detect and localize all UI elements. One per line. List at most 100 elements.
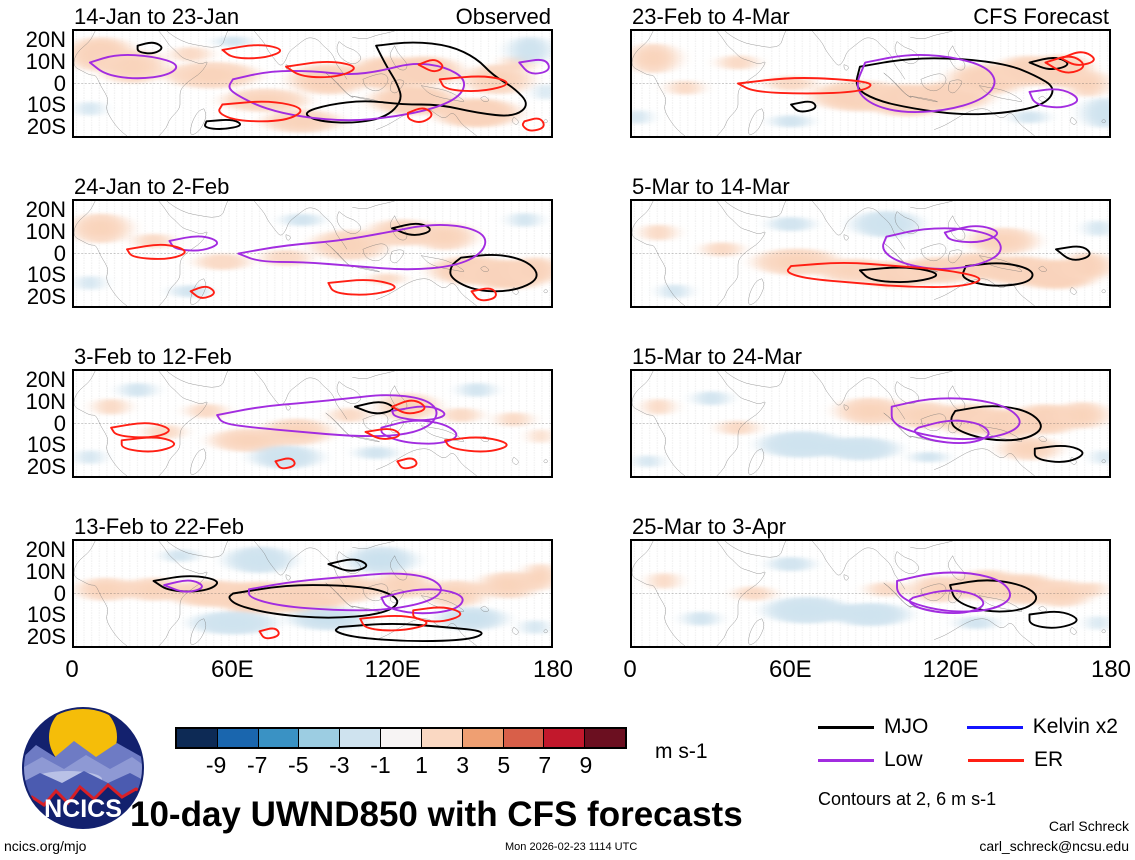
y-tick-label: 20S — [26, 284, 66, 310]
y-tick-label: 0 — [53, 70, 66, 96]
panel-4: 5-Mar to 14-Mar — [630, 174, 1111, 308]
y-tick-label: 20N — [25, 196, 66, 222]
panel-title: 5-Mar to 14-Mar — [632, 174, 790, 199]
x-tick-label: 0 — [65, 656, 79, 683]
y-tick-label: 20S — [26, 114, 66, 140]
panel-title: 3-Feb to 12-Feb — [74, 344, 232, 369]
site-link[interactable]: ncics.org/mjo — [4, 838, 87, 854]
plot-area — [630, 369, 1111, 478]
colorbar — [175, 727, 627, 749]
legend-label-kelvin: Kelvin x2 — [1032, 715, 1118, 738]
column-header: CFS Forecast — [973, 4, 1109, 29]
y-tick-label: 20S — [26, 624, 66, 650]
ncics-logo-svg: NCICS — [22, 707, 144, 829]
panel-title: 13-Feb to 22-Feb — [74, 514, 244, 539]
panel-5: 3-Feb to 12-Feb 20N 10N 0 10S 20S — [26, 344, 553, 479]
panel-title: 24-Jan to 2-Feb — [74, 174, 230, 199]
plot-area — [630, 539, 1111, 648]
colorbar-tick-label: -3 — [329, 752, 350, 778]
y-tick-label: 20S — [26, 454, 66, 480]
y-tick-label: 0 — [53, 410, 66, 436]
panel-title: 14-Jan to 23-Jan — [74, 4, 240, 29]
plot-area — [630, 29, 1111, 138]
y-tick-label: 0 — [53, 580, 66, 606]
y-tick-label: 10N — [25, 388, 66, 414]
x-tick-label: 120E — [922, 656, 979, 683]
colorbar-tick-label: -9 — [205, 752, 227, 778]
legend-entry-er: ER — [968, 748, 1118, 772]
y-tick-label: 10S — [26, 92, 66, 118]
y-tick-label: 10N — [25, 558, 66, 584]
colorbar-tick-label: -1 — [370, 752, 391, 778]
colorbar-segment — [299, 729, 341, 747]
legend-line-er — [968, 758, 1024, 762]
x-tick-label: 120E — [364, 656, 421, 683]
colorbar-tick-label: -5 — [288, 752, 309, 778]
y-tick-label: 10S — [26, 432, 66, 458]
colorbar-units-label: m s-1 — [655, 740, 708, 763]
panel-7: 13-Feb to 22-Feb 20N 10N 0 10S 20S 0 60E 120E 180 — [26, 514, 573, 683]
colorbar-segment — [340, 729, 382, 747]
plot-area — [72, 369, 553, 478]
y-tick-label: 20N — [25, 366, 66, 392]
plot-area — [72, 539, 553, 648]
panel-6: 15-Mar to 24-Mar — [630, 344, 1111, 478]
legend-line-mjo — [818, 725, 874, 729]
legend-row: Low ER — [818, 748, 1118, 772]
panel-2: 23-Feb to 4-Mar CFS Forecast — [630, 4, 1111, 138]
colorbar-segment — [217, 729, 259, 747]
y-tick-label: 10S — [26, 262, 66, 288]
colorbar-segment — [421, 729, 463, 747]
panel-1: 14-Jan to 23-Jan Observed 20N 10N 0 10S 20S — [26, 4, 553, 139]
y-tick-label: 10S — [26, 602, 66, 628]
legend-entry-mjo: MJO — [818, 715, 967, 739]
panel-3: 24-Jan to 2-Feb 20N 10N 0 10S 20S — [26, 174, 553, 309]
colorbar-segment — [544, 729, 586, 747]
legend-label-low: Low — [884, 748, 923, 771]
y-tick-label: 20N — [25, 536, 66, 562]
legend-label-er: ER — [1034, 748, 1064, 771]
panel-8: 25-Mar to 3-Apr 0 60E 120E 180 — [623, 514, 1131, 683]
ncics-logo: NCICS — [22, 707, 144, 829]
colorbar-tick-label: -7 — [246, 752, 268, 778]
colorbar-segment — [381, 729, 422, 747]
x-tick-label: 60E — [210, 656, 254, 683]
x-tick-label: 0 — [623, 656, 637, 683]
author-email[interactable]: carl_schreck@ncsu.edu — [979, 838, 1129, 854]
colorbar-segment — [585, 729, 625, 747]
colorbar-segment — [177, 729, 218, 747]
colorbar-segment — [258, 729, 300, 747]
ncics-logo-text: NCICS — [44, 795, 122, 823]
colorbar-segment — [462, 729, 504, 747]
x-tick-label: 180 — [1090, 656, 1132, 683]
colorbar-tick-label: 1 — [415, 752, 428, 778]
colorbar-tick-label: 3 — [456, 752, 470, 778]
colorbar-segment — [503, 729, 545, 747]
plot-area — [72, 29, 553, 138]
y-tick-label: 20N — [25, 26, 66, 52]
contour-legend: MJO Kelvin x2 Low ER — [818, 715, 1118, 781]
y-tick-label: 0 — [53, 240, 66, 266]
legend-entry-kelvin: Kelvin x2 — [966, 715, 1118, 739]
main-title: 10-day UWND850 with CFS forecasts — [130, 795, 743, 834]
panel-title: 15-Mar to 24-Mar — [632, 344, 802, 369]
column-header: Observed — [455, 4, 551, 29]
colorbar-tick-label: 7 — [538, 752, 552, 778]
contour-interval-note: Contours at 2, 6 m s-1 — [818, 789, 997, 809]
x-tick-label: 180 — [532, 656, 574, 683]
legend-line-low — [818, 758, 874, 762]
plot-area — [630, 199, 1111, 308]
x-tick-label: 60E — [768, 656, 812, 683]
legend-entry-low: Low — [818, 748, 968, 772]
legend-row: MJO Kelvin x2 — [818, 715, 1118, 739]
colorbar-tick-label: 9 — [579, 752, 593, 778]
legend-line-kelvin — [966, 725, 1023, 729]
colorbar-tick-label: 5 — [497, 752, 511, 778]
legend-label-mjo: MJO — [884, 715, 929, 738]
panel-title: 23-Feb to 4-Mar — [632, 4, 790, 29]
y-tick-label: 10N — [25, 218, 66, 244]
timestamp: Mon 2026-02-23 1114 UTC — [505, 841, 638, 853]
author-name: Carl Schreck — [1048, 818, 1129, 834]
y-tick-label: 10N — [25, 48, 66, 74]
plot-area — [72, 199, 553, 308]
